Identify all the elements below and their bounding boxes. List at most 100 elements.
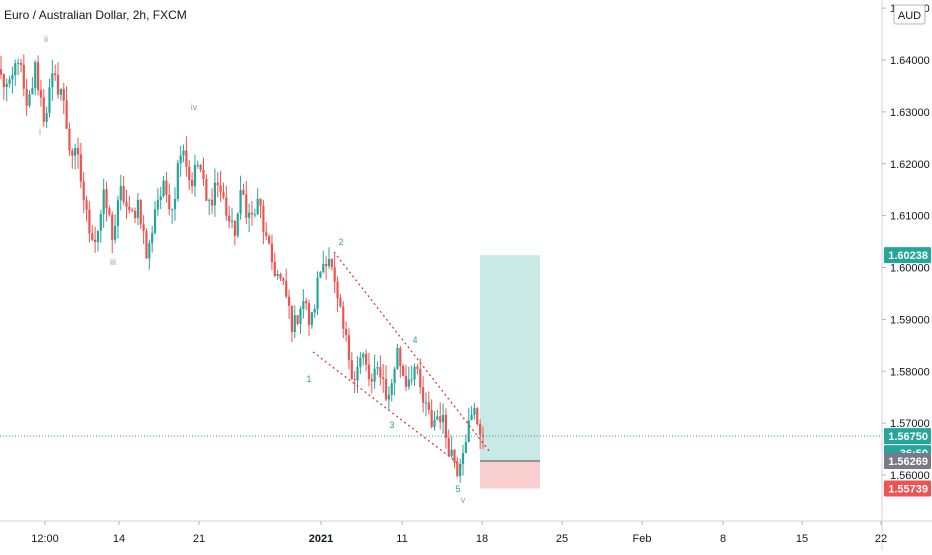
candle-body — [51, 73, 54, 88]
candle-body — [290, 305, 294, 333]
candle-body — [156, 200, 159, 210]
candle-body — [479, 424, 482, 435]
candle-body — [296, 315, 299, 324]
time-tick-label: 22 — [875, 533, 887, 545]
candle-body — [325, 263, 328, 267]
time-axis[interactable]: 12:00 14 21 2021 11 18 25 Feb 8 15 22 — [31, 521, 887, 545]
candle-body — [228, 215, 231, 222]
candle-body — [404, 375, 408, 387]
candle-body — [342, 306, 345, 329]
candle-body — [171, 209, 174, 211]
price-tick-label: 1.57000 — [890, 418, 930, 430]
candle-body — [327, 259, 331, 267]
time-tick-label: 8 — [720, 533, 726, 545]
candle-body — [282, 278, 285, 281]
wave-label-4: 4 — [412, 335, 417, 345]
candle-body — [136, 199, 139, 218]
candle-body — [336, 281, 339, 299]
stop-price-badge — [884, 480, 931, 497]
candle-body — [11, 75, 14, 80]
time-tick-label: Feb — [633, 533, 652, 545]
candle-body — [165, 180, 168, 195]
candle-body — [410, 379, 413, 381]
candle-body — [470, 414, 473, 421]
time-tick-label: 18 — [476, 533, 488, 545]
candle-body — [413, 366, 416, 380]
upper-trendline[interactable] — [333, 251, 491, 453]
candle-body — [162, 180, 165, 197]
candle-body — [402, 366, 405, 376]
price-tick-label: 1.62000 — [890, 159, 930, 171]
candle-body — [307, 303, 311, 325]
price-tick-label: 1.56000 — [890, 470, 930, 482]
candle-body — [185, 150, 188, 167]
candle-body — [476, 408, 479, 425]
take-profit-zone[interactable] — [480, 255, 540, 462]
candle-body — [5, 83, 8, 88]
candle-body — [82, 181, 85, 201]
candle-body — [279, 274, 282, 279]
candle-body — [253, 214, 256, 216]
time-tick-label: 14 — [113, 533, 125, 545]
lower-trendline[interactable] — [312, 351, 464, 468]
candle-body — [259, 198, 262, 206]
candle-body — [461, 453, 465, 465]
time-tick-label: 12:00 — [31, 533, 59, 545]
candle-body — [285, 280, 288, 297]
candle-body — [182, 150, 185, 156]
candle-body — [71, 150, 74, 156]
candle-body — [173, 198, 177, 210]
candle-body — [382, 377, 385, 380]
candle-body — [219, 185, 222, 193]
candle-body — [176, 163, 179, 199]
candle-body — [467, 420, 470, 443]
candle-body — [319, 272, 322, 278]
wave-label-1: 1 — [306, 374, 311, 384]
price-tick-label: 1.60000 — [890, 263, 930, 275]
candle-body — [105, 189, 108, 209]
candle-body — [250, 212, 254, 215]
candle-body — [91, 233, 94, 240]
candle-body — [450, 449, 453, 456]
candle-body — [54, 73, 57, 76]
candle-body — [367, 364, 371, 380]
candle-body — [88, 209, 91, 234]
candle-body — [305, 300, 308, 304]
candle-body — [133, 211, 137, 218]
candle-body — [376, 367, 379, 369]
candle-body — [265, 231, 268, 237]
wave-label-iv: iv — [191, 102, 198, 112]
currency-badge[interactable] — [893, 4, 926, 25]
candle-body — [299, 309, 302, 324]
candle-body — [128, 206, 131, 210]
candle-body — [427, 402, 430, 410]
candle-body — [233, 220, 236, 236]
candle-body — [444, 414, 448, 438]
candle-body — [68, 128, 71, 151]
candle-body — [116, 200, 120, 226]
candle-body — [459, 464, 462, 477]
candle-body — [384, 379, 388, 400]
candle-body — [22, 64, 25, 89]
wave-label-iii: iii — [110, 257, 116, 267]
candle-body — [0, 69, 3, 75]
candle-body — [287, 296, 291, 306]
candle-body — [102, 189, 105, 215]
price-tick-label: 1.58000 — [890, 366, 930, 378]
candle-body — [313, 308, 316, 313]
candle-body — [333, 267, 336, 282]
candle-body — [202, 169, 205, 179]
candle-body — [122, 186, 125, 202]
candle-body — [407, 379, 410, 387]
candle-body — [373, 368, 376, 382]
candle-body — [267, 236, 271, 244]
time-tick-label: 15 — [796, 533, 808, 545]
wave-label-ii: ii — [44, 34, 48, 44]
price-tick-label: 1.59000 — [890, 314, 930, 326]
candle-body — [74, 147, 77, 156]
stop-loss-zone[interactable] — [480, 461, 540, 489]
candle-body — [56, 75, 60, 95]
candle-body — [59, 88, 62, 95]
